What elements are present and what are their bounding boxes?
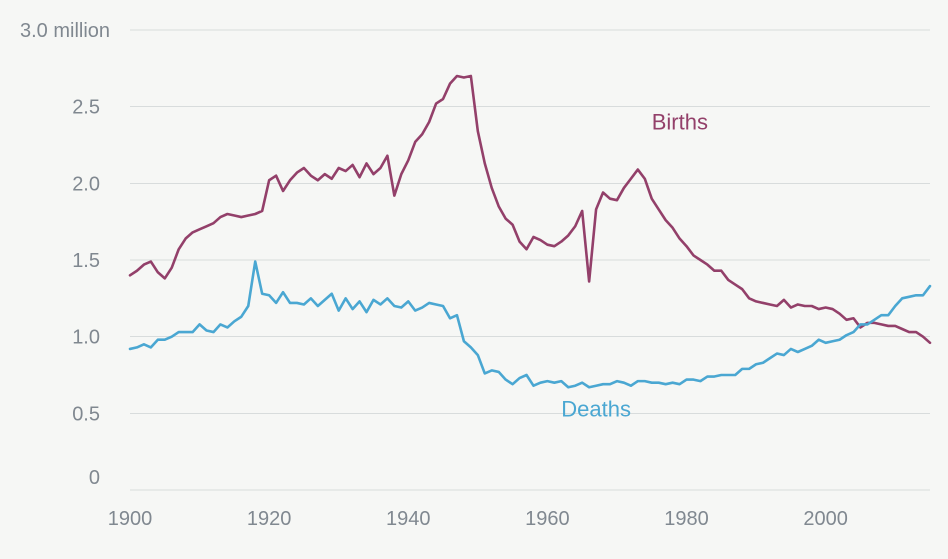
y-axis-label: 0 [89, 467, 100, 489]
x-axis-label: 1980 [664, 508, 709, 530]
x-axis-label: 1900 [108, 508, 153, 530]
series-label-deaths: Deaths [561, 396, 631, 421]
y-axis-label: 3.0 million [20, 20, 110, 42]
y-axis-label: 1.0 [72, 327, 100, 349]
x-axis-label: 1940 [386, 508, 431, 530]
y-axis-label: 0.5 [72, 403, 100, 425]
y-axis-label: 2.0 [72, 173, 100, 195]
x-axis-label: 2000 [803, 508, 848, 530]
chart-background [0, 0, 948, 559]
x-axis-label: 1960 [525, 508, 570, 530]
y-axis-label: 2.5 [72, 97, 100, 119]
line-chart: 0 0.5 1.0 1.5 2.0 2.5 3.0 million 1900 1920 1940 1… [0, 0, 948, 559]
x-axis-label: 1920 [247, 508, 292, 530]
series-label-births: Births [652, 110, 708, 135]
y-axis-label: 1.5 [72, 250, 100, 272]
